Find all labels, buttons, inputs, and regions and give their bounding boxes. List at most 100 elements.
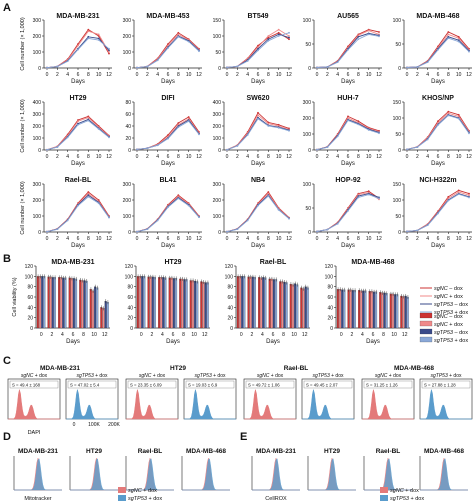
bar [343,289,346,329]
series-line [316,119,380,151]
legend-label: sgNC – dox [434,286,463,292]
x-tick-label: 6 [347,236,350,242]
subplot-title: Rael-BL [376,448,401,455]
data-point [347,48,349,51]
legend-swatch [118,487,126,493]
x-tick-label: 100K [88,422,100,428]
y-tick-label: 80 [125,100,131,106]
y-tick-label: 150 [213,18,222,24]
stat-box [363,380,413,389]
data-point [336,135,339,138]
x-tick-label: 0 [46,72,49,78]
y-tick-label: 100 [125,274,134,280]
bar [268,278,271,329]
bar [194,280,197,329]
data-point [447,195,450,198]
data-point [257,204,259,207]
data-point [198,216,200,219]
data-point [468,194,470,197]
data-point [77,120,79,123]
y-tick-label: 60 [27,295,33,301]
data-point [406,66,408,69]
data-point [406,148,408,151]
bar [100,307,103,329]
x-tick-label: 4 [426,154,429,160]
data-point [87,28,90,31]
series-line [406,33,470,68]
y-tick-label: 20 [127,316,133,322]
bar [64,277,67,329]
x-tick-label: 6 [437,154,440,160]
bar [249,276,252,329]
histogram-fill [362,389,414,420]
bar [141,276,144,329]
x-tick-label: 12 [466,236,472,242]
x-tick-label: 4 [156,72,159,78]
x-tick-label: 6 [437,236,440,242]
data-point [177,33,180,36]
x-tick-label: 10 [186,72,192,78]
bar [241,276,244,329]
data-point [457,115,460,118]
subplot-title: MDA-MB-468 [186,448,226,455]
x-tick-label: 6 [347,72,350,78]
subplot-b-0: MDA-MB-231 0 20 40 60 80 100 120 0 2 4 6 8 10 12 Days Ce… [12,259,110,345]
x-tick-label: 6 [257,154,260,160]
bar [264,277,267,329]
data-point [367,29,370,32]
x-tick-label: 10 [191,332,197,338]
y-tick-label: 0 [398,148,401,154]
x-tick-label: 2 [56,72,59,78]
data-point [447,112,450,115]
x-tick-label: 10 [91,332,97,338]
data-point [416,229,419,232]
subplot-title: HOP-92 [335,177,360,184]
data-point [378,35,380,38]
x-tick-label: 10 [291,332,297,338]
data-point [77,48,79,51]
y-tick-label: 0 [38,66,41,72]
x-axis-label: Days [431,79,445,85]
subplot-c-5: sgTP53 + dox S = 49.45 ± 2.07 [301,373,355,420]
condition-label: sgTP53 + dox [431,373,462,379]
data-point [357,38,360,41]
x-tick-label: 0 [226,236,229,242]
x-tick-label: 12 [202,332,208,338]
data-point [288,217,290,220]
y-tick-label: 100 [123,214,132,220]
data-point [66,60,69,63]
subplot-e-0: MDA-MB-231 [251,448,300,491]
y-tick-label: 0 [398,66,401,72]
stat-box [9,380,59,389]
subplot-a-13: HOP-92 0 50 100 0 2 4 6 8 10 12 Days [303,177,382,249]
subplot-title: BT549 [247,13,268,20]
bar [251,276,254,329]
x-tick-label: 12 [302,332,308,338]
data-point [378,197,380,200]
x-tick-label: 8 [447,72,450,78]
bar [158,277,161,329]
x-tick-label: 0 [136,236,139,242]
data-point [87,194,90,197]
y-tick-label: 40 [125,124,131,130]
bar [85,280,88,329]
x-tick-label: 0 [46,236,49,242]
stat-label: S = 49.72 ± 1.06 [248,383,280,388]
x-tick-label: 8 [357,236,360,242]
y-tick-label: 0 [308,66,311,72]
x-axis-label: Days [161,161,175,167]
y-tick-label: 40 [327,305,333,311]
y-tick-label: 50 [305,42,311,48]
bar [106,302,109,329]
x-tick-label: 8 [357,72,360,78]
x-tick-label: 10 [186,154,192,160]
data-point [447,197,450,200]
y-tick-label: 100 [33,50,42,56]
data-point [108,216,110,219]
x-tick-label: 8 [177,236,180,242]
x-tick-label: 0 [406,72,409,78]
subplot-title: HT29 [69,95,86,102]
series-line [136,32,200,69]
subplot-e-2: Rael-BL [363,448,412,491]
